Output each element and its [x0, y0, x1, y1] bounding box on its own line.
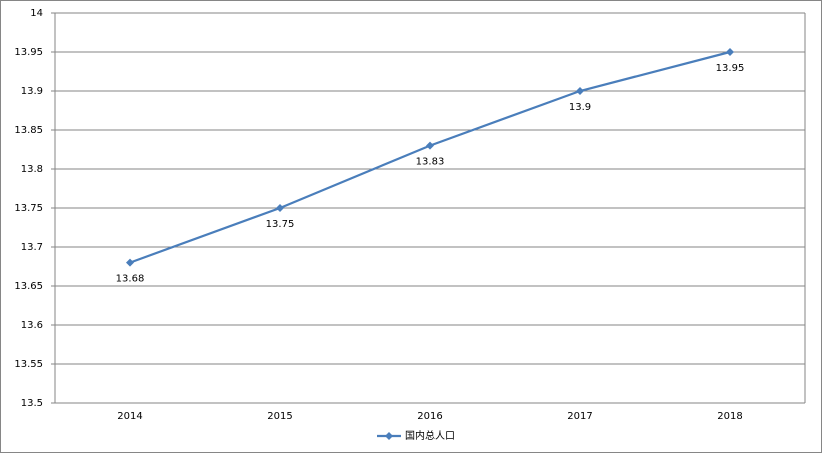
data-label: 13.75	[266, 219, 295, 230]
x-tick-label: 2016	[417, 411, 442, 422]
marker	[726, 48, 734, 56]
marker	[426, 141, 434, 150]
y-tick-label: 13.6	[21, 320, 43, 331]
y-tick-label: 13.85	[14, 125, 43, 136]
y-tick-label: 13.7	[21, 242, 43, 253]
legend-marker	[385, 432, 393, 440]
marker	[576, 87, 584, 95]
x-tick-label: 2014	[117, 411, 142, 422]
x-tick-label: 2017	[567, 411, 592, 422]
data-label: 13.68	[116, 274, 145, 285]
y-tick-label: 13.55	[14, 359, 43, 370]
marker	[126, 258, 134, 267]
data-label: 13.95	[716, 63, 745, 74]
y-tick-label: 13.5	[21, 398, 43, 409]
legend-label: 国内总人口	[405, 429, 455, 442]
x-tick-label: 2015	[267, 411, 292, 422]
marker	[276, 204, 284, 212]
y-tick-label: 13.95	[14, 47, 43, 58]
y-tick-label: 13.65	[14, 281, 43, 292]
chart-border	[0, 0, 822, 453]
y-tick-label: 13.75	[14, 203, 43, 214]
x-tick-label: 2018	[717, 411, 742, 422]
y-tick-label: 13.9	[21, 86, 43, 97]
data-label: 13.83	[416, 157, 445, 168]
y-tick-label: 14	[30, 8, 43, 19]
y-tick-label: 13.8	[21, 164, 43, 175]
data-label: 13.9	[569, 102, 591, 113]
